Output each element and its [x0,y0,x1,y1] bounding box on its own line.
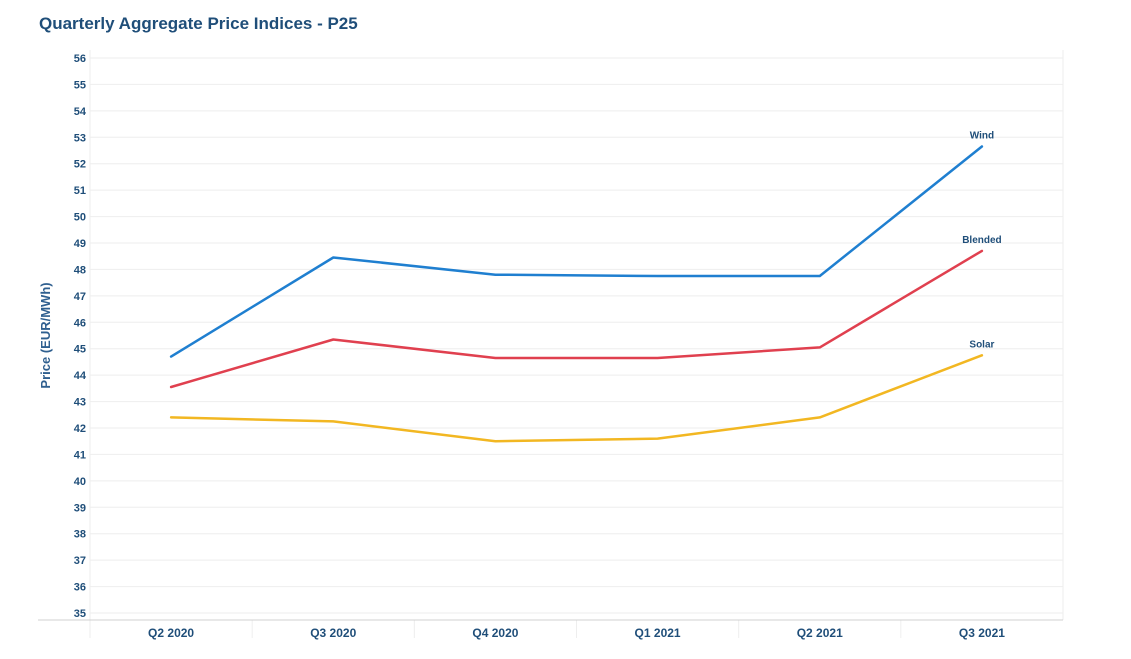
y-tick-label: 44 [74,370,87,382]
y-tick-label: 56 [74,53,86,65]
series-line-solar [169,354,984,443]
y-tick-label: 54 [74,106,87,118]
chart-title: Quarterly Aggregate Price Indices - P25 [39,14,358,33]
y-tick-label: 50 [74,212,86,224]
x-tick-label: Q2 2020 [148,626,194,640]
y-tick-label: 49 [74,238,86,250]
series-lines [169,145,984,443]
series-line-wind [169,145,984,358]
x-tick-label: Q2 2021 [797,626,843,640]
x-tick-label: Q3 2020 [310,626,356,640]
series-label-wind: Wind [970,131,994,142]
y-tick-label: 40 [74,476,86,488]
y-axis-ticks: 35 36 37 38 39 40 41 42 43 44 45 46 47 48 49 50 51 52 53 54… [74,53,87,620]
gridlines [89,50,1064,620]
y-tick-label: 53 [74,132,86,144]
y-tick-label: 39 [74,502,86,514]
series-labels: Wind Blended Solar [962,131,1001,351]
x-axis-ticks: Q2 2020 Q3 2020 Q4 2020 Q1 2021 Q2 2021 Q3 20… [89,620,1005,640]
series-label-blended: Blended [962,235,1001,246]
series-label-solar: Solar [969,339,994,350]
y-tick-label: 35 [74,608,86,620]
y-tick-label: 45 [74,344,86,356]
y-tick-label: 47 [74,291,86,303]
y-tick-label: 41 [74,449,86,461]
y-tick-label: 37 [74,555,86,567]
y-tick-label: 43 [74,397,86,409]
x-tick-label: Q4 2020 [472,626,518,640]
y-tick-label: 51 [74,185,86,197]
y-tick-label: 55 [74,79,86,91]
y-tick-label: 48 [74,264,86,276]
x-tick-label: Q3 2021 [959,626,1005,640]
y-tick-label: 52 [74,159,86,171]
y-tick-label: 42 [74,423,86,435]
y-tick-label: 36 [74,582,86,594]
y-tick-label: 38 [74,529,86,541]
x-tick-label: Q1 2021 [635,626,681,640]
y-axis-label: Price (EUR/MWh) [38,282,53,388]
series-line-blended [169,249,984,389]
y-tick-label: 46 [74,317,86,329]
